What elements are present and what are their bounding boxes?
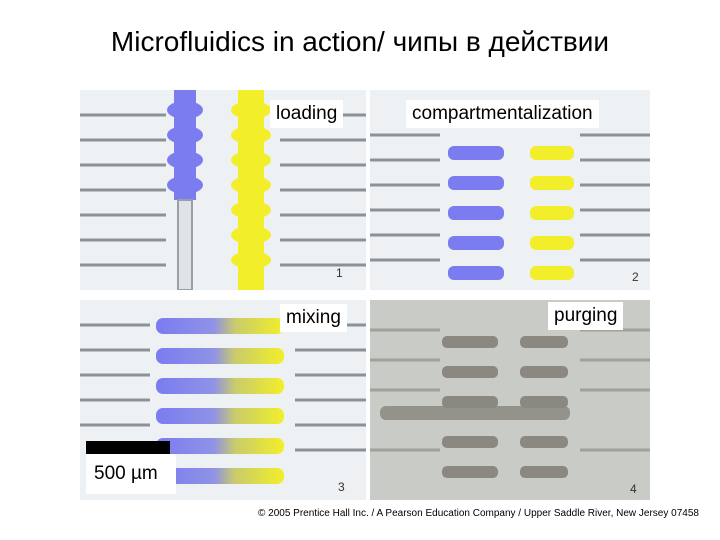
panel-number-2: 2 xyxy=(632,270,639,284)
scale-label: 500 µm xyxy=(86,454,176,494)
microscope-panel-loading: loading 1 xyxy=(80,90,366,290)
panel-label-purging: purging xyxy=(548,302,624,330)
panel-label-mixing: mixing xyxy=(280,304,347,332)
panel-label-compartmentalization: compartmentalization xyxy=(406,100,599,128)
purging-image xyxy=(370,300,650,500)
copyright-text: © 2005 Prentice Hall Inc. / A Pearson Ed… xyxy=(258,508,699,519)
panel-label-loading: loading xyxy=(270,100,344,128)
scale-bar xyxy=(86,441,170,454)
panel-number-4: 4 xyxy=(630,482,637,496)
slide-title: Microfluidics in action/ чипы в действии xyxy=(110,26,610,57)
panel-number-1: 1 xyxy=(336,266,343,280)
microscope-panel-compartmentalization: compartmentalization 2 xyxy=(370,90,650,290)
panel-number-3: 3 xyxy=(338,480,345,494)
microscope-panel-purging: purging 4 xyxy=(370,300,650,500)
